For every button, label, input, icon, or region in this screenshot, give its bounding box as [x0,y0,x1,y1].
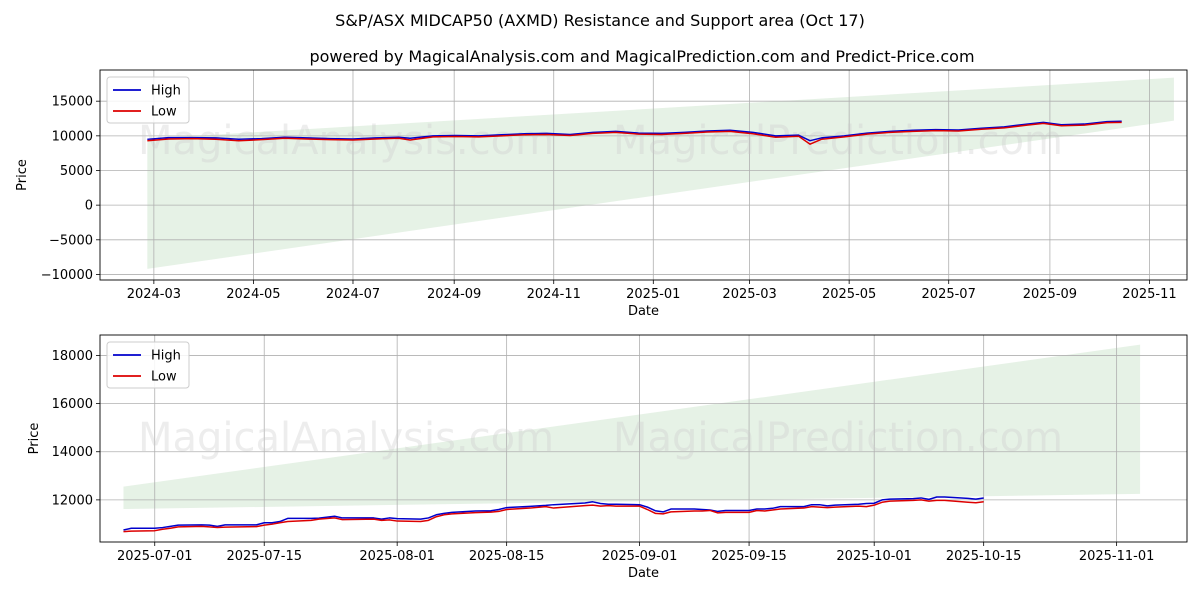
x-axis-label: Date [628,304,659,319]
x-tick-label: 2025-10-15 [946,549,1022,564]
y-tick-label: 14000 [52,445,93,460]
series-line-low [147,121,1122,145]
y-tick-label: 18000 [52,349,93,364]
y-tick-label: 12000 [52,493,93,508]
support-resistance-band [123,344,1141,510]
x-axis-label: Date [628,566,659,581]
x-tick-label: 2025-08-01 [359,549,435,564]
plot-bottom: 2025-07-01 2025-07-15 2025-08-01 2025-08-15… [27,334,1188,581]
support-resistance-band [147,77,1174,269]
legend-label-low: Low [151,370,177,385]
x-tick-label: 2025-07-01 [117,549,193,564]
legend-label-low: Low [151,105,177,120]
y-axis-label: Price [27,423,42,455]
x-tick-label: 2025-09-01 [602,549,678,564]
watermark-analysis: MagicalAnalysis.com [138,118,554,164]
y-tick-label: 16000 [52,397,93,412]
y-tick-label: −10000 [41,268,93,283]
series-line-high [123,496,984,531]
watermark-prediction: MagicalPrediction.com [613,118,1063,164]
y-tick-label: −5000 [49,233,93,248]
x-tick-label: 2025-11 [1122,287,1176,302]
watermark-prediction: MagicalPrediction.com [613,415,1063,461]
x-tick-label: 2025-07 [922,287,976,302]
y-tick-label: 15000 [52,95,93,110]
y-tick-label: 10000 [52,129,93,144]
y-axis-label: Price [15,159,30,191]
x-tick-label: 2024-03 [127,287,181,302]
series-line-low [123,499,984,533]
x-tick-label: 2024-05 [226,287,280,302]
x-tick-label: 2024-09 [427,287,481,302]
watermark-analysis: MagicalAnalysis.com [138,415,554,461]
chart-subtitle: powered by MagicalAnalysis.com and Magic… [309,47,974,66]
chart-title: S&P/ASX MIDCAP50 (AXMD) Resistance and S… [335,11,865,30]
x-tick-label: 2025-07-15 [226,549,302,564]
x-tick-label: 2025-01 [626,287,680,302]
x-tick-label: 2025-08-15 [469,549,545,564]
axes-frame [99,69,1188,281]
plot-top: 2024-03 2024-05 2024-07 2024-09 2024-11 2025-… [15,69,1188,319]
x-tick-label: 2025-11-01 [1079,549,1155,564]
x-tick-label: 2025-03 [722,287,776,302]
series-line-high [147,120,1122,142]
x-tick-label: 2024-11 [527,287,581,302]
y-tick-label: 0 [85,199,93,214]
y-tick-label: 5000 [60,164,93,179]
legend-label-high: High [151,349,181,364]
x-tick-label: 2025-09 [1023,287,1077,302]
x-tick-label: 2025-09-15 [711,549,787,564]
x-tick-label: 2025-10-01 [836,549,912,564]
x-tick-label: 2025-05 [822,287,876,302]
legend-label-high: High [151,84,181,99]
axes-frame [99,334,1188,543]
x-tick-label: 2024-07 [326,287,380,302]
